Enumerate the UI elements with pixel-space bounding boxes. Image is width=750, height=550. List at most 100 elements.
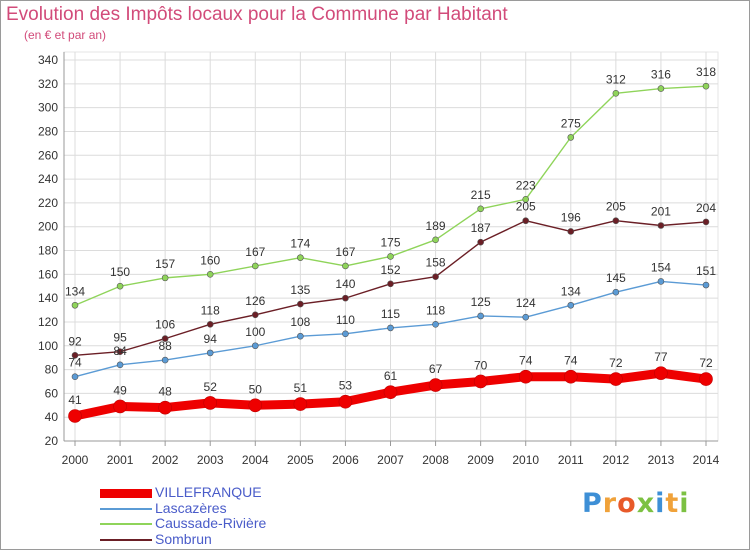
x-tick-label: 2004 xyxy=(242,453,269,467)
data-point-sombrun xyxy=(251,311,259,319)
data-point-sombrun xyxy=(567,228,575,235)
legend-swatch xyxy=(100,488,152,498)
data-point-lascazeres xyxy=(116,361,124,369)
data-label-villefranque: 61 xyxy=(384,369,398,383)
data-label-villefranque: 72 xyxy=(699,356,713,370)
data-label-lascazeres: 118 xyxy=(426,303,445,317)
data-label-lascazeres: 94 xyxy=(204,332,218,346)
x-tick-label: 2010 xyxy=(512,453,539,467)
x-tick-label: 2014 xyxy=(693,453,720,467)
x-tick-label: 2002 xyxy=(152,453,179,467)
data-label-caussade: 215 xyxy=(471,188,491,202)
data-point-villefranque xyxy=(68,409,82,423)
data-label-caussade: 189 xyxy=(426,219,446,233)
data-point-villefranque xyxy=(518,369,533,384)
legend-label: Caussade-Rivière xyxy=(155,515,267,531)
data-label-lascazeres: 108 xyxy=(290,315,310,329)
data-label-caussade: 160 xyxy=(200,253,220,267)
data-label-lascazeres: 100 xyxy=(245,325,265,339)
y-tick-label: 340 xyxy=(38,53,58,67)
data-point-caussade xyxy=(71,301,79,309)
data-label-sombrun: 118 xyxy=(201,303,220,317)
data-point-lascazeres xyxy=(702,281,710,289)
data-point-lascazeres xyxy=(161,356,169,364)
x-tick-label: 2008 xyxy=(422,453,449,467)
data-point-caussade xyxy=(702,82,710,90)
y-tick-label: 280 xyxy=(38,124,58,138)
y-tick-label: 80 xyxy=(45,363,59,377)
data-point-villefranque xyxy=(473,374,488,389)
data-point-caussade xyxy=(206,271,214,278)
data-label-villefranque: 49 xyxy=(113,383,127,397)
data-point-villefranque xyxy=(113,399,127,414)
data-point-caussade xyxy=(387,253,394,260)
proxiti-logo: Proxiti xyxy=(582,488,690,519)
data-label-villefranque: 77 xyxy=(654,350,668,364)
data-point-caussade xyxy=(657,85,665,92)
data-point-villefranque xyxy=(654,366,668,380)
data-label-sombrun: 152 xyxy=(380,263,400,277)
data-label-villefranque: 52 xyxy=(204,380,218,394)
data-point-caussade xyxy=(612,90,620,97)
data-label-lascazeres: 115 xyxy=(381,307,400,321)
data-label-sombrun: 196 xyxy=(561,210,581,224)
data-label-lascazeres: 154 xyxy=(651,260,671,274)
data-label-sombrun: 158 xyxy=(426,256,446,270)
data-label-caussade: 223 xyxy=(516,178,536,192)
data-label-caussade: 134 xyxy=(65,284,85,298)
y-tick-label: 200 xyxy=(38,220,58,234)
data-point-sombrun xyxy=(387,280,394,288)
data-label-sombrun: 106 xyxy=(155,318,175,332)
data-point-sombrun xyxy=(342,294,349,302)
data-label-villefranque: 74 xyxy=(564,354,578,368)
data-point-sombrun xyxy=(71,351,79,359)
data-point-villefranque xyxy=(563,369,578,384)
data-point-sombrun xyxy=(161,335,169,342)
data-point-villefranque xyxy=(428,378,443,392)
data-point-villefranque xyxy=(699,372,713,386)
x-tick-label: 2005 xyxy=(287,453,314,467)
y-tick-label: 260 xyxy=(38,148,58,162)
data-point-villefranque xyxy=(609,372,623,386)
data-label-villefranque: 53 xyxy=(339,379,353,393)
data-point-lascazeres xyxy=(522,313,530,321)
data-point-sombrun xyxy=(612,217,620,225)
data-point-caussade xyxy=(342,262,349,270)
y-tick-label: 100 xyxy=(38,339,58,353)
y-tick-label: 240 xyxy=(38,172,58,186)
data-point-caussade xyxy=(297,254,304,261)
data-point-sombrun xyxy=(657,222,665,229)
data-label-sombrun: 135 xyxy=(290,283,310,297)
y-tick-label: 220 xyxy=(38,196,58,210)
data-point-caussade xyxy=(522,196,530,203)
legend-swatch xyxy=(100,523,152,525)
data-label-sombrun: 187 xyxy=(471,221,491,235)
data-label-caussade: 316 xyxy=(651,68,671,82)
y-tick-label: 160 xyxy=(38,267,58,281)
data-label-villefranque: 51 xyxy=(294,381,308,395)
data-label-caussade: 157 xyxy=(155,257,175,271)
data-point-caussade xyxy=(567,134,575,141)
legend-label: Sombrun xyxy=(155,530,212,547)
data-point-lascazeres xyxy=(612,288,620,296)
data-label-lascazeres: 84 xyxy=(113,344,127,358)
data-point-lascazeres xyxy=(297,332,304,340)
x-tick-label: 2003 xyxy=(197,453,224,467)
data-point-caussade xyxy=(432,236,439,244)
data-point-lascazeres xyxy=(71,373,79,381)
data-label-caussade: 318 xyxy=(696,65,716,79)
data-point-villefranque xyxy=(203,396,218,410)
data-label-lascazeres: 151 xyxy=(696,264,716,278)
data-point-sombrun xyxy=(522,217,530,225)
data-point-caussade xyxy=(161,274,169,282)
data-label-lascazeres: 110 xyxy=(336,313,355,327)
y-tick-label: 300 xyxy=(38,101,58,115)
data-label-caussade: 167 xyxy=(245,245,265,259)
data-point-lascazeres xyxy=(657,278,665,285)
data-label-sombrun: 201 xyxy=(651,204,671,218)
data-label-lascazeres: 88 xyxy=(158,339,172,353)
y-tick-label: 60 xyxy=(45,386,59,400)
data-point-villefranque xyxy=(293,397,308,411)
